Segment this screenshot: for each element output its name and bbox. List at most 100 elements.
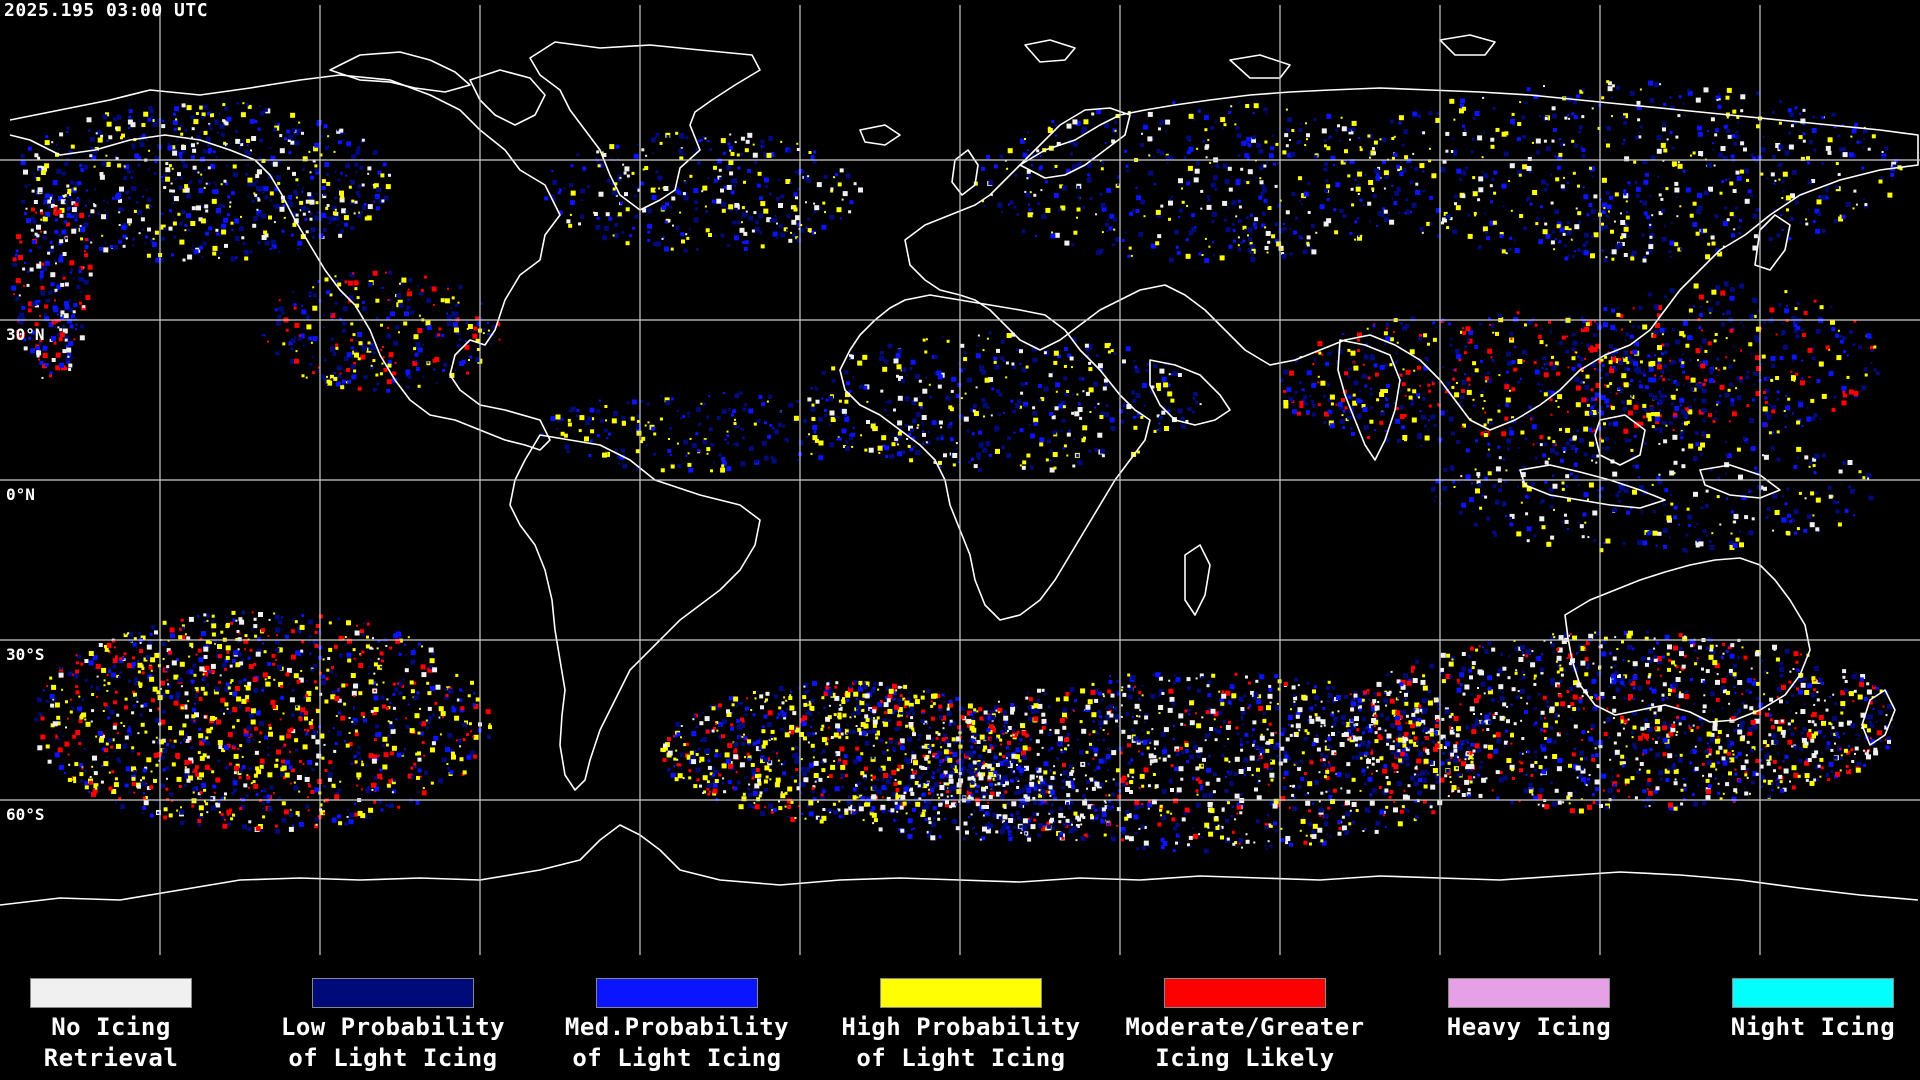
icing-pixel bbox=[298, 121, 301, 124]
icing-pixel bbox=[994, 425, 1000, 431]
icing-pixel bbox=[736, 153, 740, 157]
icing-pixel bbox=[990, 414, 993, 417]
icing-pixel bbox=[160, 680, 165, 686]
icing-pixel bbox=[1777, 148, 1781, 152]
icing-pixel bbox=[1628, 235, 1631, 238]
icing-pixel bbox=[996, 348, 1000, 353]
icing-pixel bbox=[103, 761, 109, 767]
icing-pixel bbox=[355, 149, 361, 155]
icing-pixel bbox=[197, 171, 200, 174]
icing-pixel bbox=[169, 209, 172, 213]
icing-pixel bbox=[1687, 514, 1693, 520]
icing-pixel bbox=[1625, 200, 1628, 203]
icing-pixel bbox=[464, 344, 470, 350]
icing-pixel bbox=[1748, 491, 1751, 493]
icing-pixel bbox=[675, 131, 679, 135]
icing-pixel bbox=[1480, 431, 1485, 436]
icing-pixel bbox=[1737, 225, 1741, 229]
icing-pixel bbox=[1472, 361, 1477, 366]
icing-pixel bbox=[198, 188, 204, 194]
icing-pixel bbox=[184, 691, 189, 696]
icing-pixel bbox=[945, 395, 951, 401]
icing-pixel bbox=[1732, 189, 1737, 193]
icing-pixel bbox=[1461, 388, 1466, 393]
icing-pixel bbox=[1373, 363, 1378, 368]
icing-pixel bbox=[1754, 470, 1760, 476]
icing-pixel bbox=[1790, 216, 1794, 221]
icing-pixel bbox=[1500, 248, 1502, 250]
icing-pixel bbox=[279, 772, 284, 777]
icing-pixel bbox=[335, 346, 339, 350]
icing-pixel bbox=[1304, 144, 1307, 146]
icing-pixel bbox=[1237, 244, 1240, 247]
icing-pixel bbox=[1673, 505, 1678, 510]
icing-pixel bbox=[308, 195, 314, 201]
icing-pixel bbox=[815, 387, 819, 391]
icing-pixel bbox=[283, 809, 289, 815]
icing-pixel bbox=[1658, 473, 1661, 476]
icing-pixel bbox=[1482, 407, 1485, 410]
icing-pixel bbox=[1186, 135, 1192, 141]
icing-pixel bbox=[1076, 207, 1081, 212]
icing-pixel bbox=[1645, 172, 1649, 177]
icing-pixel bbox=[215, 228, 219, 232]
icing-pixel bbox=[1543, 392, 1548, 397]
icing-pixel bbox=[337, 374, 342, 379]
icing-pixel bbox=[1567, 254, 1570, 257]
icing-pixel bbox=[1849, 329, 1854, 334]
icing-pixel bbox=[1608, 360, 1613, 365]
icing-pixel bbox=[242, 824, 247, 830]
icing-pixel bbox=[1258, 195, 1263, 200]
icing-pixel bbox=[949, 422, 953, 425]
icing-pixel bbox=[1837, 329, 1840, 332]
icing-pixel bbox=[193, 249, 199, 255]
icing-pixel bbox=[659, 141, 663, 145]
icing-pixel bbox=[1136, 415, 1140, 418]
icing-pixel bbox=[1019, 428, 1024, 433]
icing-pixel bbox=[1462, 106, 1467, 111]
icing-pixel bbox=[925, 338, 928, 341]
icing-pixel bbox=[1089, 411, 1092, 413]
icing-pixel bbox=[1623, 120, 1628, 125]
icing-pixel bbox=[1313, 117, 1317, 121]
map-canvas bbox=[0, 5, 1920, 955]
icing-pixel bbox=[49, 693, 55, 699]
icing-pixel bbox=[220, 183, 223, 186]
icing-pixel bbox=[218, 112, 221, 115]
icing-pixel bbox=[1731, 411, 1737, 417]
icing-pixel bbox=[1598, 355, 1601, 358]
icing-pixel bbox=[1041, 214, 1047, 220]
icing-pixel bbox=[1531, 481, 1536, 486]
icing-pixel bbox=[1234, 123, 1237, 126]
icing-pixel bbox=[334, 301, 338, 305]
icing-pixel bbox=[1643, 256, 1646, 259]
icing-pixel bbox=[242, 242, 246, 246]
icing-pixel bbox=[165, 787, 169, 791]
icing-pixel bbox=[290, 359, 296, 365]
icing-pixel bbox=[1868, 495, 1874, 501]
icing-pixel bbox=[1375, 175, 1381, 181]
icing-pixel bbox=[570, 406, 576, 412]
icing-pixel bbox=[1410, 210, 1413, 213]
icing-pixel bbox=[1158, 415, 1163, 420]
icing-pixel bbox=[381, 346, 384, 348]
icing-pixel bbox=[1755, 326, 1761, 332]
icing-pixel bbox=[457, 301, 460, 304]
icing-pixel bbox=[839, 217, 842, 220]
icing-pixel bbox=[1439, 502, 1442, 505]
icing-pixel bbox=[960, 397, 963, 400]
icing-pixel bbox=[1837, 501, 1840, 504]
icing-pixel bbox=[1790, 124, 1794, 128]
icing-pixel bbox=[168, 226, 173, 231]
icing-pixel bbox=[1695, 543, 1700, 548]
icing-pixel bbox=[1842, 152, 1848, 158]
icing-pixel bbox=[251, 182, 256, 187]
icing-pixel bbox=[1410, 166, 1413, 169]
icing-pixel bbox=[1263, 198, 1268, 203]
icing-pixel bbox=[1227, 166, 1232, 171]
icing-pixel bbox=[921, 415, 927, 420]
icing-pixel bbox=[1050, 233, 1056, 239]
icing-pixel bbox=[1067, 353, 1072, 358]
icing-pixel bbox=[836, 181, 839, 184]
icing-pixel bbox=[1045, 458, 1049, 462]
